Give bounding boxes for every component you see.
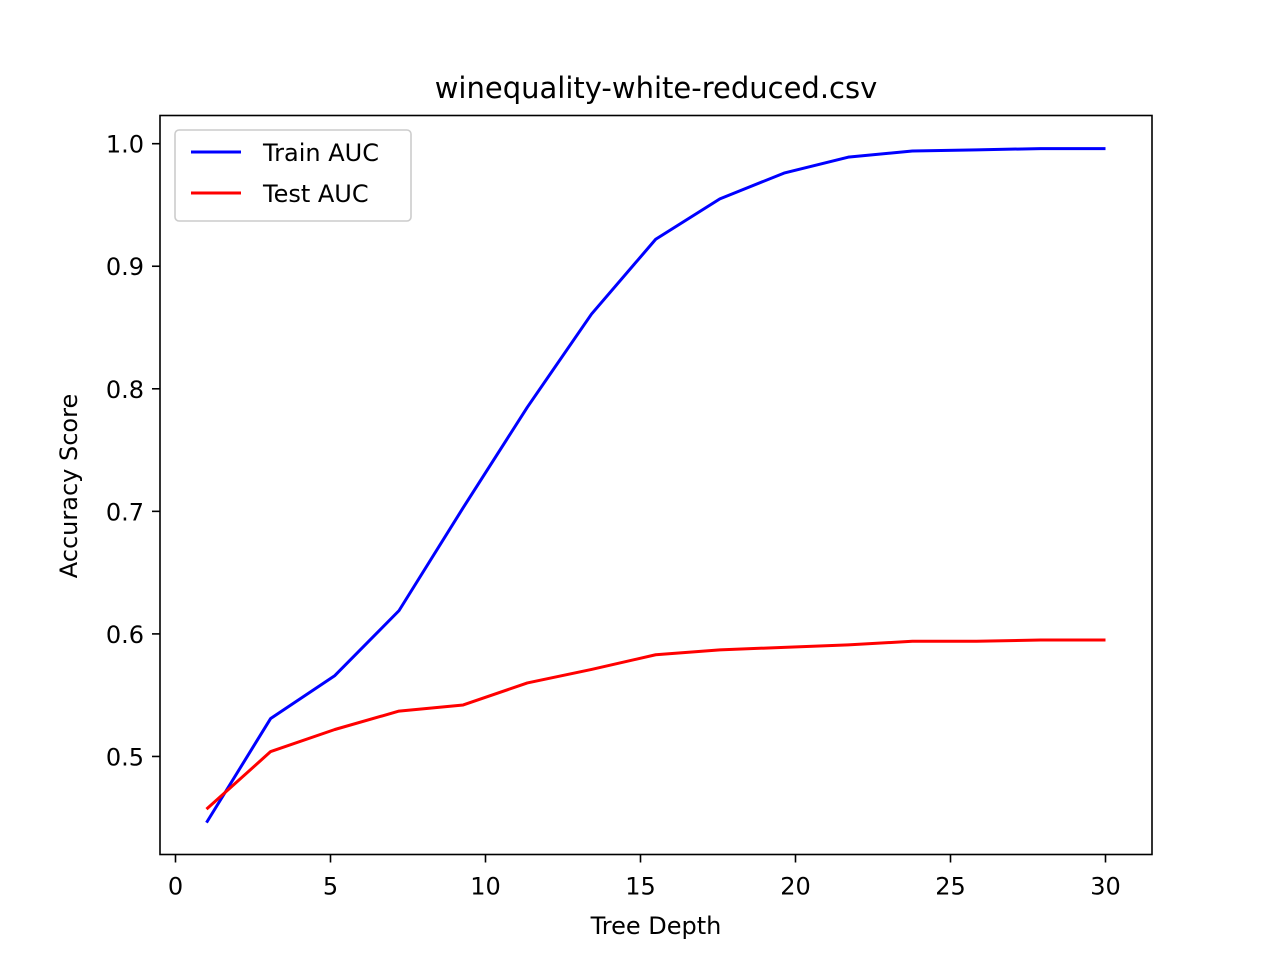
y-tick-label: 0.5 [106, 743, 144, 771]
x-tick-label: 25 [935, 873, 966, 901]
x-tick-label: 5 [323, 873, 338, 901]
x-tick-label: 30 [1090, 873, 1121, 901]
y-tick-label: 0.6 [106, 621, 144, 649]
y-axis-ticks: 0.5 0.6 0.7 0.8 0.9 1.0 [106, 131, 160, 771]
plot-frame [159, 114, 1153, 856]
plot-area [160, 115, 1152, 855]
x-tick-label: 15 [625, 873, 656, 901]
x-tick-label: 10 [470, 873, 501, 901]
legend-label-test-auc: Test AUC [262, 180, 369, 208]
x-tick-label: 20 [780, 873, 811, 901]
y-tick-label: 0.7 [106, 498, 144, 526]
y-tick-label: 0.9 [106, 253, 144, 281]
y-axis-label: Accuracy Score [55, 394, 83, 578]
x-axis-label: Tree Depth [590, 912, 722, 940]
legend-label-train-auc: Train AUC [262, 139, 379, 167]
x-axis-ticks: 0 5 10 15 20 25 30 [168, 854, 1121, 901]
x-tick-label: 0 [168, 873, 183, 901]
y-tick-label: 1.0 [106, 131, 144, 159]
series-lines [205, 147, 1106, 824]
chart-title: winequality-white-reduced.csv [435, 71, 878, 105]
legend: Train AUC Test AUC [174, 129, 412, 222]
y-tick-label: 0.8 [106, 376, 144, 404]
